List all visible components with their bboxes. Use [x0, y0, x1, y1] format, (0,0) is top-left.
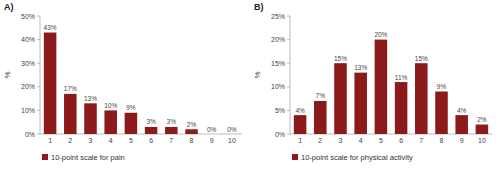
y-tick-label: 0% [275, 131, 285, 138]
data-label: 15% [334, 55, 347, 62]
x-tick-label: 9 [460, 137, 464, 144]
x-tick-label: 10 [228, 137, 236, 144]
y-tick-label: 10% [21, 107, 35, 114]
data-label: 0% [227, 126, 237, 133]
bar [476, 125, 489, 134]
data-label: 4% [457, 107, 467, 114]
bar [354, 73, 367, 134]
bar [455, 115, 468, 134]
y-tick-label: 25% [271, 13, 285, 20]
bars [44, 33, 198, 134]
legend-label: 10-point scale for physical activity [301, 153, 413, 162]
data-label: 43% [44, 24, 57, 31]
bar [314, 101, 327, 134]
data-label: 3% [146, 118, 156, 125]
data-label: 2% [477, 116, 487, 123]
y-axis [40, 16, 41, 134]
bar [165, 127, 178, 134]
y-axis [290, 16, 291, 134]
y-tick-label: 5% [275, 107, 285, 114]
x-tick-label: 5 [129, 137, 133, 144]
y-tick-label: 30% [21, 60, 35, 67]
x-tick-label: 2 [318, 137, 322, 144]
legend-swatch [42, 154, 48, 160]
bar [205, 134, 218, 135]
data-label: 17% [64, 85, 77, 92]
y-tick-label: 10% [271, 83, 285, 90]
x-tick-label: 7 [419, 137, 423, 144]
x-tick-label: 6 [149, 137, 153, 144]
bar [294, 115, 307, 134]
data-label: 10% [104, 102, 117, 109]
data-label: 9% [437, 83, 447, 90]
x-tick-label: 2 [68, 137, 72, 144]
y-tick-label: 20% [271, 36, 285, 43]
data-label: 13% [354, 64, 367, 71]
bar [334, 63, 347, 134]
y-axis-label: % [253, 71, 262, 78]
panel: A)% 0% 10% 20% 30% 40% 50% 1 2 3 4 5 6 7 8 9 10 43% 17% 13%… [3, 2, 242, 162]
x-tick-label: 1 [298, 137, 302, 144]
x-tick-label: 6 [399, 137, 403, 144]
x-tick-label: 10 [478, 137, 486, 144]
x-tick-label: 8 [190, 137, 194, 144]
data-label: 11% [395, 74, 408, 81]
bar [145, 127, 158, 134]
panel-title: B) [254, 2, 264, 12]
x-tick-label: 3 [339, 137, 343, 144]
y-tick-label: 0% [25, 131, 35, 138]
panel: B)% 0% 5% 10% 15% 20% 25% 1 2 3 4 5 6 7 8 9 10 4% 7% 15% 13%… [253, 2, 492, 162]
bar [104, 110, 117, 134]
x-tick-label: 3 [89, 137, 93, 144]
legend-swatch [292, 154, 298, 160]
data-label: 7% [316, 92, 326, 99]
y-tick-label: 50% [21, 13, 35, 20]
x-tick-label: 4 [109, 137, 113, 144]
bars [294, 40, 488, 134]
bar [185, 129, 198, 134]
x-tick-label: 9 [210, 137, 214, 144]
legend-item: 10-point scale for physical activity [292, 153, 413, 162]
bar [226, 134, 239, 135]
bar [435, 92, 448, 134]
data-label: 9% [126, 104, 136, 111]
data-label: 3% [167, 118, 177, 125]
bar [64, 94, 77, 134]
bar [395, 82, 408, 134]
bar [415, 63, 428, 134]
y-axis-label: % [3, 71, 12, 78]
bar [125, 113, 138, 134]
panel-title: A) [4, 2, 14, 12]
data-label: 20% [374, 31, 387, 38]
x-tick-label: 7 [169, 137, 173, 144]
bar [375, 40, 388, 134]
data-label: 4% [295, 107, 305, 114]
data-label: 15% [415, 55, 428, 62]
legend-item: 10-point scale for pain [42, 153, 125, 162]
x-tick-label: 1 [48, 137, 52, 144]
data-label: 0% [207, 126, 217, 133]
data-label: 13% [84, 95, 97, 102]
data-label: 2% [187, 121, 197, 128]
x-tick-label: 5 [379, 137, 383, 144]
x-tick-label: 4 [359, 137, 363, 144]
y-tick-label: 20% [21, 83, 35, 90]
y-tick-label: 15% [271, 60, 285, 67]
bar [44, 33, 57, 134]
legend-label: 10-point scale for pain [51, 153, 125, 162]
bar [84, 103, 97, 134]
x-tick-label: 8 [440, 137, 444, 144]
y-tick-label: 40% [21, 36, 35, 43]
